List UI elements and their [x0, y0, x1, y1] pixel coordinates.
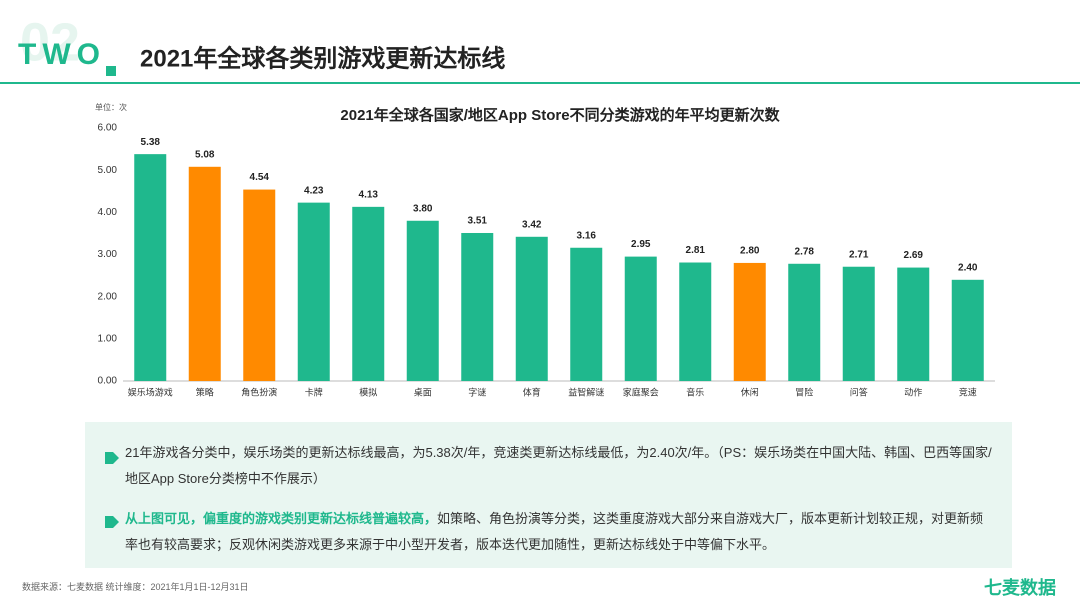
bullet-icon: [105, 516, 119, 528]
note-text: 从上图可见，偏重度的游戏类别更新达标线普遍较高，如策略、角色扮演等分类，这类重度…: [125, 506, 995, 558]
x-tick-label: 桌面: [414, 386, 432, 397]
bar: [461, 232, 494, 381]
source: 数据来源：七麦数据 统计维度：2021年1月1日-12月31日: [22, 582, 249, 592]
value-label: 5.08: [195, 149, 215, 160]
value-label: 3.80: [413, 203, 433, 214]
value-label: 2.81: [686, 245, 706, 256]
chart-title: 2021年全球各国家/地区App Store不同分类游戏的年平均更新次数: [340, 106, 780, 124]
x-tick-label: 动作: [904, 386, 922, 397]
chart: 02 TWO 2021年全球各类别游戏更新达标线 单位：次 2021年全球各国家…: [0, 12, 1080, 397]
value-label: 2.95: [631, 239, 651, 250]
value-label: 4.23: [304, 185, 324, 196]
page-title: 2021年全球各类别游戏更新达标线: [140, 44, 505, 72]
x-tick-label: 益智解谜: [568, 386, 604, 397]
x-tick-label: 模拟: [359, 386, 377, 397]
x-tick-label: 音乐: [686, 386, 704, 397]
notes-box: 21年游戏各分类中，娱乐场类的更新达标线最高，为5.38次/年，竞速类更新达标线…: [85, 422, 1012, 568]
value-label: 2.40: [958, 262, 978, 273]
note-text: 21年游戏各分类中，娱乐场类的更新达标线最高，为5.38次/年，竞速类更新达标线…: [125, 445, 992, 486]
note-body: 如策略、角色扮演等分类，这类重度游戏大部分来自游戏大厂，版本更新计划较正规，对更…: [125, 511, 984, 552]
value-label: 2.69: [904, 250, 924, 261]
x-tick-label: 卡牌: [305, 386, 323, 397]
y-tick-label: 3.00: [98, 249, 118, 260]
y-tick-label: 4.00: [98, 207, 118, 218]
value-label: 3.16: [577, 230, 597, 241]
value-label: 3.51: [468, 216, 488, 227]
x-tick-label: 休闲: [741, 386, 759, 397]
bar: [951, 279, 984, 381]
bar: [243, 189, 276, 381]
y-tick-label: 6.00: [98, 123, 118, 134]
y-tick-label: 0.00: [98, 376, 118, 387]
bar: [188, 166, 221, 381]
value-label: 4.54: [250, 172, 270, 183]
x-tick-label: 角色扮演: [241, 386, 277, 397]
x-tick-label: 家庭聚会: [623, 386, 659, 397]
section-label: TWO: [18, 38, 106, 71]
y-tick-label: 2.00: [98, 291, 118, 302]
bar: [570, 247, 603, 381]
bar: [134, 154, 167, 381]
value-label: 5.38: [141, 137, 161, 148]
y-tick-label: 5.00: [98, 165, 118, 176]
bar: [842, 266, 875, 381]
value-label: 3.42: [522, 219, 542, 230]
x-tick-label: 问答: [850, 386, 868, 397]
section-number: 02: [20, 12, 80, 72]
unit-label: 单位：次: [95, 102, 127, 112]
x-tick-label: 冒险: [795, 386, 813, 397]
x-tick-label: 策略: [196, 386, 214, 397]
value-label: 2.80: [740, 246, 760, 257]
bar: [406, 220, 439, 381]
x-tick-label: 体育: [523, 386, 541, 397]
bar: [788, 263, 821, 381]
x-tick-label: 字谜: [468, 386, 486, 397]
brand: 七麦数据: [984, 578, 1056, 598]
note-lead: 从上图可见，偏重度的游戏类别更新达标线普遍较高，: [125, 511, 438, 526]
value-label: 2.71: [849, 249, 869, 260]
value-label: 2.78: [795, 246, 815, 257]
accent: [106, 66, 116, 76]
bar: [624, 256, 657, 381]
bar: [297, 202, 330, 381]
bar: [352, 206, 385, 381]
x-tick-label: 娱乐场游戏: [128, 386, 173, 397]
y-tick-label: 1.00: [98, 333, 118, 344]
bar: [733, 262, 766, 381]
value-label: 4.13: [359, 189, 379, 200]
x-tick-label: 竞速: [959, 386, 977, 397]
bar: [679, 262, 712, 381]
bullet-icon: [105, 452, 119, 464]
bar: [515, 236, 548, 381]
bar: [897, 267, 930, 381]
